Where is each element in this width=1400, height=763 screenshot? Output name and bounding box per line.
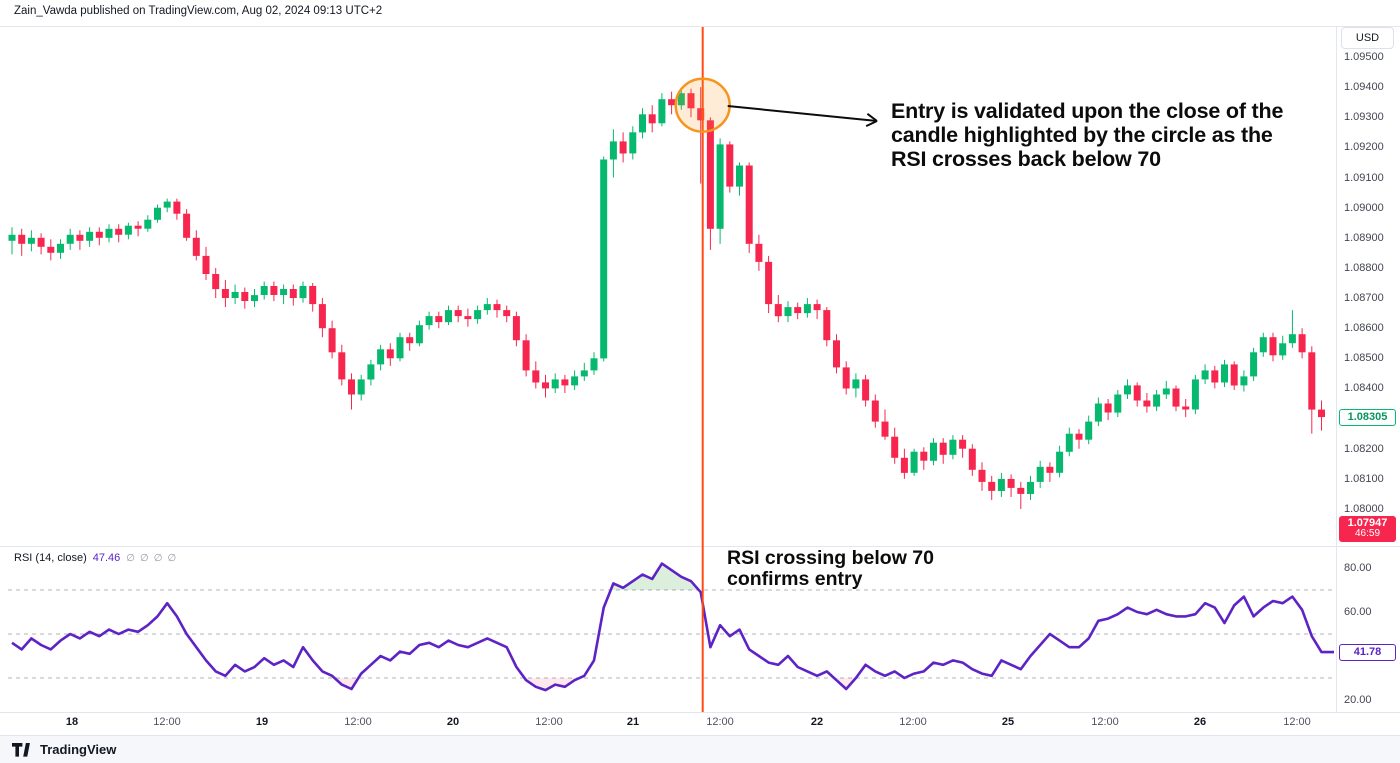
price-tick-label: 1.08400	[1344, 382, 1384, 395]
time-tick-hour: 12:00	[706, 716, 734, 728]
time-tick-day: 19	[255, 716, 269, 728]
time-tick-day: 20	[446, 716, 460, 728]
more-icon[interactable]: ∅	[167, 553, 177, 564]
countdown-price-value: 1.07947	[1347, 516, 1388, 529]
rsi-value-badge: 41.78	[1339, 643, 1396, 661]
time-tick-hour: 12:00	[153, 716, 181, 728]
rsi-legend: RSI (14, close) 47.46 ∅ ∅ ∅ ∅	[14, 552, 181, 564]
annotation-arrowhead	[865, 120, 878, 128]
price-tick-label: 1.08800	[1344, 261, 1384, 274]
time-tick-hour: 12:00	[535, 716, 563, 728]
last-price-badge: 1.08305	[1339, 408, 1396, 426]
price-tick-label: 1.08200	[1344, 442, 1384, 455]
time-tick-hour: 12:00	[344, 716, 372, 728]
rsi-legend-actions: ∅ ∅ ∅ ∅	[126, 552, 181, 564]
price-tick-label: 1.08900	[1344, 231, 1384, 244]
price-tick-label: 1.09000	[1344, 201, 1384, 214]
price-tick-label: 1.09400	[1344, 81, 1384, 94]
currency-toggle-button[interactable]: USD	[1341, 27, 1394, 49]
price-tick-label: 1.08600	[1344, 322, 1384, 335]
time-tick-hour: 12:00	[899, 716, 927, 728]
hide-icon[interactable]: ∅	[126, 553, 136, 564]
settings-icon[interactable]: ∅	[140, 553, 149, 564]
price-tick-label: 1.09100	[1344, 171, 1384, 184]
rsi-legend-value: 47.46	[92, 552, 121, 564]
time-tick-day: 26	[1193, 716, 1207, 728]
rsi-legend-title: RSI (14, close)	[14, 552, 87, 564]
rsi-tick-label: 20.00	[1344, 694, 1372, 706]
price-tick-label: 1.08700	[1344, 292, 1384, 305]
price-tick-label: 1.09200	[1344, 141, 1384, 154]
time-tick-day: 22	[810, 716, 824, 728]
price-tick-label: 1.08500	[1344, 352, 1384, 365]
delete-icon[interactable]: ∅	[153, 553, 163, 564]
rsi-line	[11, 562, 1334, 692]
time-tick-day: 18	[65, 716, 79, 728]
highlight-circle[interactable]	[674, 77, 731, 133]
publish-byline: Zain_Vawda published on TradingView.com,…	[14, 5, 383, 17]
price-tick-label: 1.08000	[1344, 502, 1384, 515]
bar-countdown-timer: 46:59	[1354, 528, 1381, 540]
time-tick-day: 25	[1001, 716, 1015, 728]
time-tick-hour: 12:00	[1091, 716, 1119, 728]
annotation-arrowhead	[866, 113, 878, 122]
time-tick-day: 21	[626, 716, 640, 728]
price-tick-label: 1.09300	[1344, 111, 1384, 124]
entry-annotation-text[interactable]: Entry is validated upon the close of the…	[891, 99, 1284, 171]
rsi-oversold-fill	[834, 678, 856, 689]
rsi-annotation-text[interactable]: RSI crossing below 70 confirms entry	[727, 547, 934, 591]
footer-bar: TradingView	[0, 735, 1400, 763]
tradingview-brand-text[interactable]: TradingView	[40, 742, 117, 757]
countdown-price-badge: 1.07947 46:59	[1339, 515, 1396, 542]
price-tick-label: 1.08100	[1344, 472, 1384, 485]
tradingview-logo-icon[interactable]	[12, 742, 34, 757]
rsi-tick-label: 80.00	[1344, 562, 1372, 574]
rsi-tick-label: 60.00	[1344, 606, 1372, 618]
annotation-arrow[interactable]	[727, 105, 878, 122]
price-tick-label: 1.09500	[1344, 51, 1384, 63]
time-tick-hour: 12:00	[1283, 716, 1311, 728]
